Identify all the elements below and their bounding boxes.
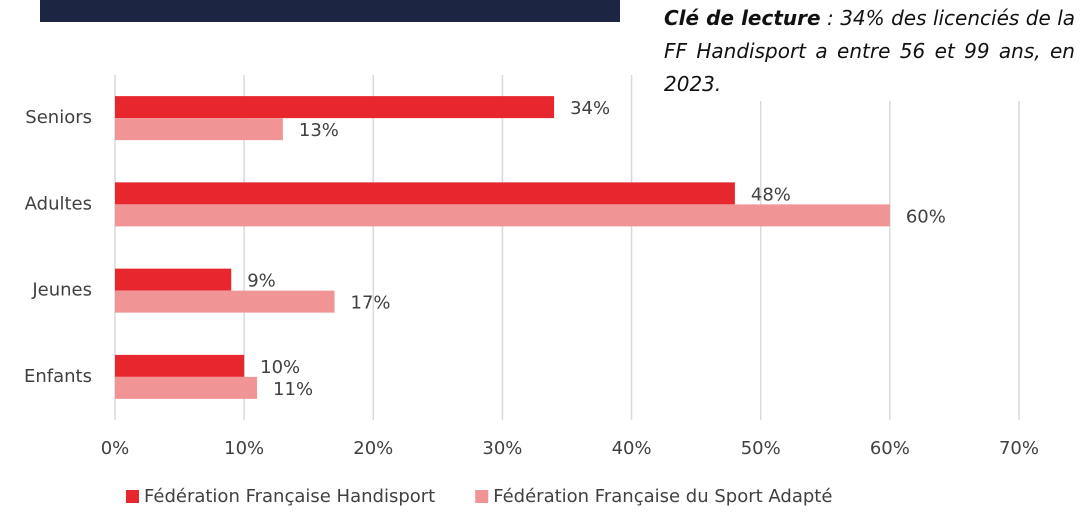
data-label: 13%: [299, 120, 339, 141]
x-tick-label: 40%: [612, 438, 652, 459]
bar: [115, 376, 258, 399]
data-label: 9%: [247, 271, 276, 292]
data-label: 48%: [751, 184, 791, 205]
bar: [115, 96, 555, 119]
bar: [115, 182, 735, 205]
y-tick-label: Adultes: [25, 193, 92, 214]
x-tick-label: 50%: [741, 438, 781, 459]
data-label: 10%: [260, 357, 300, 378]
bar: [115, 268, 232, 291]
bar: [115, 354, 245, 377]
x-tick-label: 30%: [482, 438, 522, 459]
x-tick-label: 10%: [224, 438, 264, 459]
y-tick-label: Jeunes: [31, 280, 92, 301]
legend-swatch: [126, 490, 139, 503]
data-label: 60%: [906, 206, 946, 227]
x-tick-label: 70%: [999, 438, 1039, 459]
y-tick-label: Seniors: [25, 107, 92, 128]
header-box: [40, 0, 620, 22]
annotation: Clé de lecture : 34% des licenciés de la…: [664, 2, 1075, 101]
legend-swatch: [475, 490, 489, 503]
data-label: 34%: [570, 98, 610, 119]
legend-label: Fédération Française Handisport: [144, 486, 435, 507]
annotation-lead: Clé de lecture: [664, 6, 821, 30]
data-label: 17%: [351, 293, 391, 314]
legend-label: Fédération Française du Sport Adapté: [493, 486, 832, 507]
bar: [115, 290, 335, 313]
bar: [115, 204, 890, 227]
x-tick-label: 60%: [870, 438, 910, 459]
data-label: 11%: [273, 379, 313, 400]
y-tick-label: Enfants: [24, 366, 92, 387]
bar: [115, 118, 283, 141]
annotation-text: : 34% des licenciés de la FF Handisport …: [664, 6, 1076, 96]
x-tick-label: 0%: [101, 438, 130, 459]
x-tick-label: 20%: [353, 438, 393, 459]
